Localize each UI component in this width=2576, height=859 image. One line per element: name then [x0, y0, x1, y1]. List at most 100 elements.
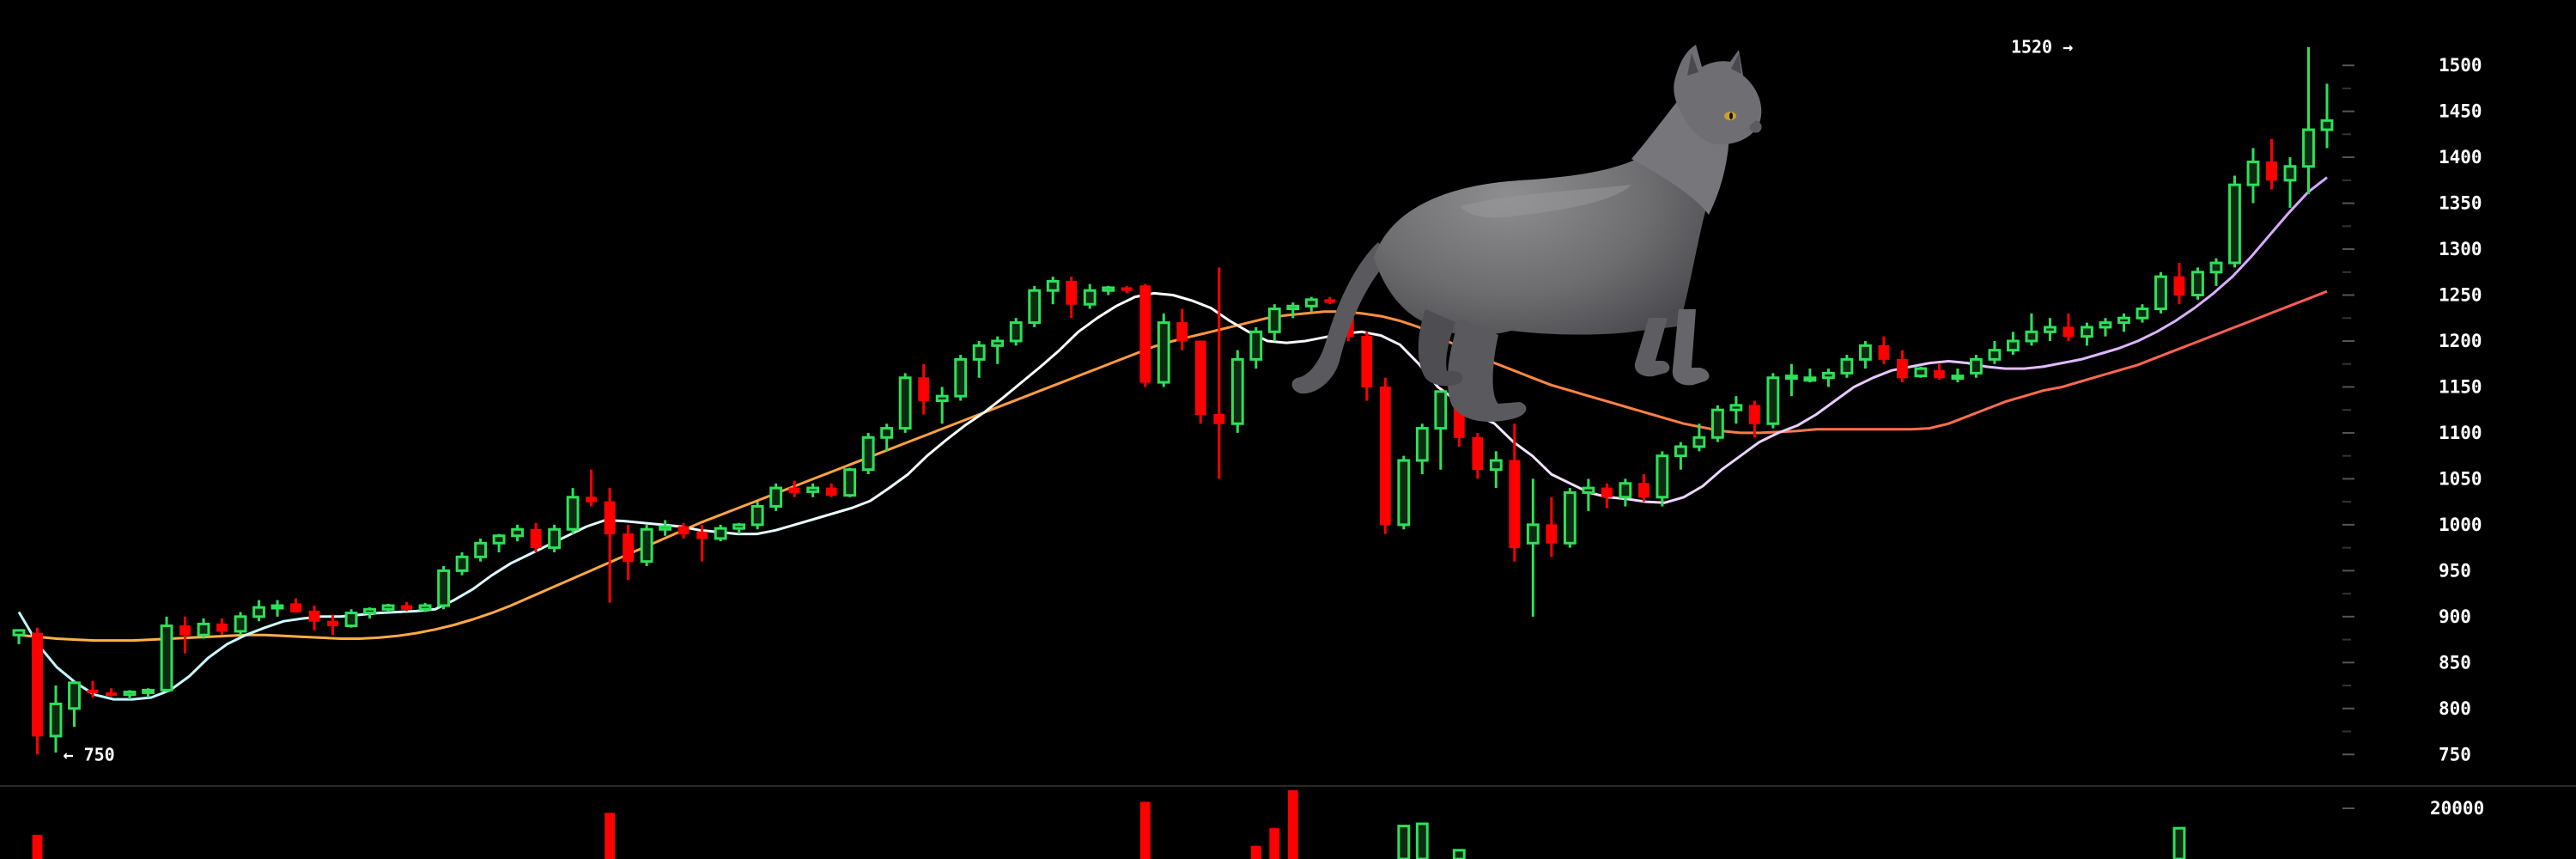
- cat-muzzle: [1749, 120, 1762, 133]
- candle-body: [861, 436, 875, 472]
- candle-body: [530, 528, 542, 549]
- candle-body: [418, 604, 432, 611]
- volume-bar-down: [605, 813, 616, 859]
- candle-up: [474, 538, 488, 562]
- price-tick-label: 1150: [2439, 376, 2482, 397]
- candle-up: [1619, 478, 1632, 507]
- candle-body: [381, 604, 395, 611]
- candle-up: [252, 600, 265, 622]
- candle-body: [1729, 404, 1743, 411]
- candle-body: [825, 487, 837, 497]
- candle-up: [2007, 332, 2020, 356]
- candle-down: [677, 522, 690, 539]
- candle-down: [604, 488, 616, 603]
- candle-up: [880, 423, 894, 452]
- candle-body: [1102, 286, 1115, 292]
- candle-body: [474, 541, 488, 558]
- candle-up: [1267, 304, 1281, 341]
- volume-axis: 20000: [2342, 798, 2484, 819]
- candle-down: [530, 522, 542, 552]
- candle-up: [2099, 318, 2112, 337]
- candle-body: [604, 501, 616, 535]
- candle-body: [2283, 165, 2297, 182]
- candle-down: [1139, 283, 1151, 387]
- cat-fur-highlight: [1460, 185, 1631, 218]
- candle-up: [455, 551, 469, 576]
- candle-up: [1582, 478, 1595, 511]
- candle-up: [160, 616, 173, 692]
- price-tick-label: 1100: [2439, 423, 2482, 443]
- candle-up: [1286, 302, 1300, 319]
- volume-bar-down: [1250, 845, 1261, 859]
- candle-body: [2025, 330, 2038, 343]
- candle-body: [1397, 459, 1411, 527]
- candle-body: [548, 527, 562, 550]
- candle-up: [2209, 258, 2223, 286]
- volume-tick-label: 20000: [2430, 798, 2484, 819]
- candle-up: [750, 502, 764, 530]
- candle-body: [1509, 460, 1521, 549]
- candle-body: [1066, 280, 1078, 305]
- candle-up: [1951, 369, 1965, 383]
- price-annotation: ← 750: [64, 744, 115, 765]
- candle-body: [1176, 322, 1188, 342]
- candle-body: [918, 377, 930, 402]
- candle-body: [677, 526, 690, 535]
- candle-up: [2246, 148, 2260, 204]
- candle-body: [160, 624, 173, 691]
- candle-up: [234, 612, 247, 636]
- candle-up: [381, 603, 395, 612]
- candle-body: [843, 468, 857, 497]
- candle-up: [1840, 355, 1854, 378]
- candle-body: [714, 527, 727, 540]
- candle-body: [270, 604, 284, 610]
- candle-up: [492, 533, 506, 552]
- candle-down: [87, 680, 99, 698]
- candle-up: [1821, 369, 1835, 387]
- candle-body: [290, 603, 301, 612]
- candle-body: [1692, 436, 1706, 448]
- candle-body: [252, 606, 265, 618]
- candle-up: [566, 488, 580, 534]
- candle-up: [2025, 313, 2038, 346]
- candle-body: [401, 605, 412, 610]
- candle-body: [1988, 349, 2002, 361]
- candle-down: [1934, 363, 1945, 380]
- candle-body: [1009, 321, 1023, 343]
- price-tick-label: 1300: [2439, 239, 2482, 259]
- candle-down: [586, 469, 598, 507]
- fast-ma-line: [17, 176, 2328, 701]
- candle-up: [197, 618, 210, 639]
- candle-up: [1710, 405, 1724, 442]
- candle-body: [1970, 357, 1983, 375]
- candle-up: [270, 600, 284, 617]
- candle-up: [123, 690, 137, 700]
- candle-body: [1286, 304, 1300, 311]
- volume-bar-up: [1415, 822, 1429, 859]
- candle-body: [991, 339, 1005, 347]
- candle-up: [2228, 175, 2241, 268]
- candle-down: [216, 618, 228, 636]
- candle-body: [806, 486, 820, 493]
- price-tick-label: 850: [2439, 652, 2471, 673]
- candle-body: [1582, 486, 1595, 494]
- candle-body: [1434, 390, 1448, 430]
- price-tick-label: 1200: [2439, 331, 2482, 351]
- price-tick-label: 1400: [2439, 147, 2482, 168]
- volume-bar-down: [1139, 801, 1151, 859]
- candle-body: [123, 691, 137, 697]
- candle-body: [234, 615, 247, 633]
- candle-body: [1858, 344, 1872, 361]
- candle-body: [179, 625, 191, 636]
- candle-up: [1988, 340, 2002, 364]
- candle-up: [935, 387, 949, 424]
- candle-up: [991, 336, 1005, 364]
- candle-up: [1674, 442, 1687, 470]
- candle-body: [1601, 487, 1613, 498]
- price-tick-label: 950: [2439, 560, 2471, 581]
- candle-body: [1489, 459, 1503, 472]
- candle-body: [2173, 276, 2185, 296]
- candle-body: [492, 534, 506, 545]
- candle-body: [586, 497, 598, 503]
